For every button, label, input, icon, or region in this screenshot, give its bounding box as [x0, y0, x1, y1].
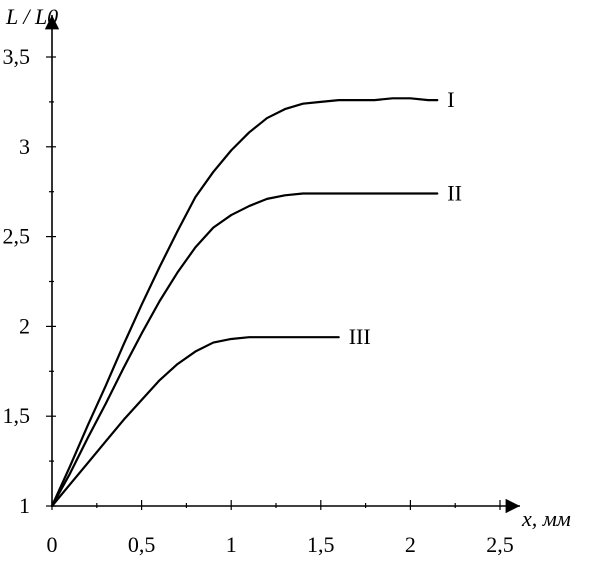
y-tick-label: 3: [19, 134, 30, 159]
x-tick-label: 0,5: [128, 532, 156, 557]
series-label-iii: III: [349, 324, 371, 349]
y-tick-label: 2: [19, 313, 30, 338]
x-tick-label: 0: [47, 532, 58, 557]
series-line-iii: [50, 336, 340, 508]
x-tick-label: 1: [226, 532, 237, 557]
series-line-i: [50, 97, 439, 508]
y-tick-label: 2,5: [3, 224, 31, 249]
x-axis-label: x, мм: [521, 506, 571, 531]
series-label-i: I: [447, 87, 454, 112]
x-tick-label: 2: [405, 532, 416, 557]
y-ticks: 1 1,5 2 2,5 3 3,5: [3, 44, 56, 518]
series-group: [50, 97, 439, 508]
x-ticks: 0 0,5 1 1,5 2 2,5: [47, 500, 514, 557]
y-tick-label: 1,5: [3, 403, 31, 428]
y-tick-label: 3,5: [3, 44, 31, 69]
y-axis-label: L / L0: [5, 4, 58, 29]
series-label-ii: II: [447, 180, 462, 205]
x-tick-label: 2,5: [486, 532, 514, 557]
y-tick-label: 1: [19, 493, 30, 518]
series-line-ii: [50, 192, 439, 508]
x-tick-label: 1,5: [307, 532, 335, 557]
plot-axes: [44, 14, 520, 514]
